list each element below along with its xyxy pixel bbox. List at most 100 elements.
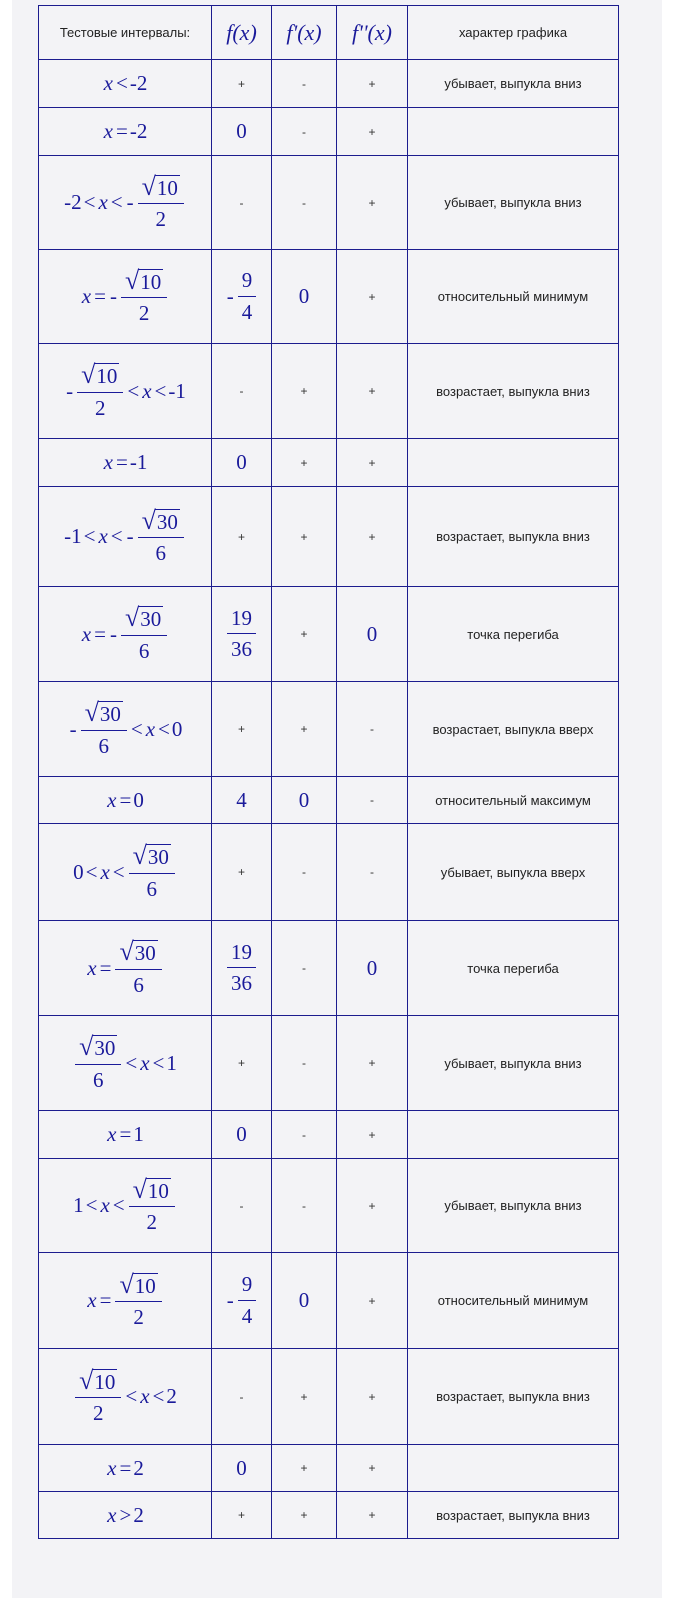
fraction-body: √ 30 6 <box>120 603 168 662</box>
variable-x: x <box>87 955 97 980</box>
value-cell-f1: + <box>271 438 337 487</box>
interval-expression: x = - √ 30 6 <box>81 605 169 662</box>
interval-expression: - √ 10 2 < x < -1 <box>64 362 186 419</box>
value-cell-f: - <box>211 155 272 250</box>
radicand: 10 <box>145 1177 171 1203</box>
table-row: - √ 10 2 < x < -1- + + возрастает, выпукла вниз <box>38 343 619 439</box>
radical-icon: √ <box>141 505 156 535</box>
fraction-body: √ 10 2 <box>120 267 168 325</box>
value-cell-f1: + <box>271 1444 337 1492</box>
denominator: 36 <box>231 637 252 661</box>
fraction: - √ 10 2 <box>125 173 186 231</box>
table-row: √ 10 2 < x <2- + + возрастает, выпукла вниз <box>38 1348 619 1445</box>
denominator: 6 <box>98 733 109 758</box>
value-cell-f2: + <box>336 1015 408 1111</box>
value-cell-f2: + <box>336 1491 408 1539</box>
value-cell-f2: + <box>336 1252 408 1349</box>
interval-expression: x = -2 <box>103 119 148 144</box>
square-root: √ 30 <box>133 843 171 869</box>
radical-icon: √ <box>132 841 147 871</box>
character-cell: возрастает, выпукла вниз <box>407 1491 619 1539</box>
fraction-body: √ 10 2 <box>75 1367 122 1425</box>
numerator: 9 <box>237 1273 257 1301</box>
operator: < <box>112 859 125 884</box>
value-cell-f: + <box>211 1015 272 1111</box>
variable-x: x <box>107 1455 117 1480</box>
value-cell-f: 4 <box>211 776 272 824</box>
interval-cell: x = -1 <box>38 438 212 487</box>
table-row: -1 < x < - √ 30 6 + + + возрастает, выпукла вниз <box>38 486 619 587</box>
value-cell-f1: + <box>271 586 337 682</box>
character-cell: убывает, выпукла вниз <box>407 59 619 108</box>
fraction: - √ 30 6 <box>125 505 186 565</box>
character-cell: точка перегиба <box>407 920 619 1016</box>
value-cell-f2: + <box>336 486 408 587</box>
minus-sign: - <box>226 1288 234 1312</box>
value-cell-f1: - <box>271 155 337 250</box>
value-cell-f1: - <box>271 1110 337 1159</box>
minus-sign: - <box>226 284 234 308</box>
operator: = <box>99 1288 112 1312</box>
interval-cell: √ 10 2 < x <2 <box>38 1348 212 1445</box>
fraction: - √ 30 6 <box>68 700 129 757</box>
character-cell: относительный минимум <box>407 249 619 344</box>
character-cell: точка перегиба <box>407 586 619 682</box>
operator: > <box>119 1502 132 1527</box>
table-row: x = -2 0- + <box>38 107 619 156</box>
table-row: x = 2 0 + + <box>38 1444 619 1492</box>
value-cell-f1: 0 <box>271 776 337 824</box>
number: 0 <box>133 787 144 812</box>
square-root: √ 10 <box>142 173 180 200</box>
number: -2 <box>129 71 148 95</box>
interval-cell: x = - √ 30 6 <box>38 586 212 682</box>
operator: < <box>83 190 96 214</box>
number: 2 <box>133 1502 144 1527</box>
number: 1 <box>73 1193 84 1217</box>
square-root: √ 10 <box>125 267 164 294</box>
numerator: 19 <box>227 606 256 634</box>
interval-expression: 0 < x < √ 30 6 <box>73 843 177 900</box>
value-cell-f1: 0 <box>271 249 337 344</box>
interval-cell: - √ 30 6 < x <0 <box>38 681 212 777</box>
radicand: 10 <box>132 1272 158 1298</box>
operator: < <box>154 378 167 403</box>
numerator: √ 30 <box>128 843 175 874</box>
number: 0 <box>73 859 84 884</box>
interval-expression: -2 < x < - √ 10 2 <box>64 173 186 231</box>
interval-cell: x = 1 <box>38 1110 212 1159</box>
interval-expression: x = √ 10 2 <box>86 1271 163 1329</box>
radicand: 30 <box>154 508 180 534</box>
table-row: x = 1 0- + <box>38 1110 619 1159</box>
character-cell: относительный минимум <box>407 1252 619 1349</box>
fraction-body: 19 36 <box>227 606 256 661</box>
value-cell-f2: - <box>336 823 408 921</box>
radical-icon: √ <box>124 603 140 633</box>
fraction: - √ 10 2 <box>108 267 169 325</box>
character-cell <box>407 1110 619 1159</box>
interval-expression: - √ 30 6 < x <0 <box>68 700 183 757</box>
operator: = <box>94 284 106 308</box>
operator: < <box>85 1193 98 1217</box>
interval-expression: x < -2 <box>103 71 148 96</box>
interval-cell: -1 < x < - √ 30 6 <box>38 486 212 587</box>
table-row: x = 0 4 0- относительный максимум <box>38 776 619 824</box>
number: 2 <box>166 1384 177 1408</box>
numerator: √ 30 <box>75 1034 122 1065</box>
value-cell-f2: + <box>336 1444 408 1492</box>
fraction-body: √ 10 2 <box>115 1271 162 1329</box>
minus-sign: - <box>109 284 117 308</box>
number: -1 <box>64 524 82 548</box>
number: 1 <box>133 1122 144 1146</box>
denominator: 2 <box>155 207 167 231</box>
table-row: √ 30 6 < x <1 + - + убывает, выпукла вниз <box>38 1015 619 1111</box>
table-row: - √ 30 6 < x <0 + + - возрастает, выпукла вверх <box>38 681 619 777</box>
denominator: 6 <box>155 541 167 565</box>
value-cell-f: - <box>211 1158 272 1253</box>
character-cell <box>407 1444 619 1492</box>
number: -1 <box>168 378 186 403</box>
operator: < <box>130 716 143 741</box>
variable-x: x <box>142 378 152 403</box>
value-cell-f1: - <box>271 107 337 156</box>
variable-x: x <box>103 71 113 95</box>
